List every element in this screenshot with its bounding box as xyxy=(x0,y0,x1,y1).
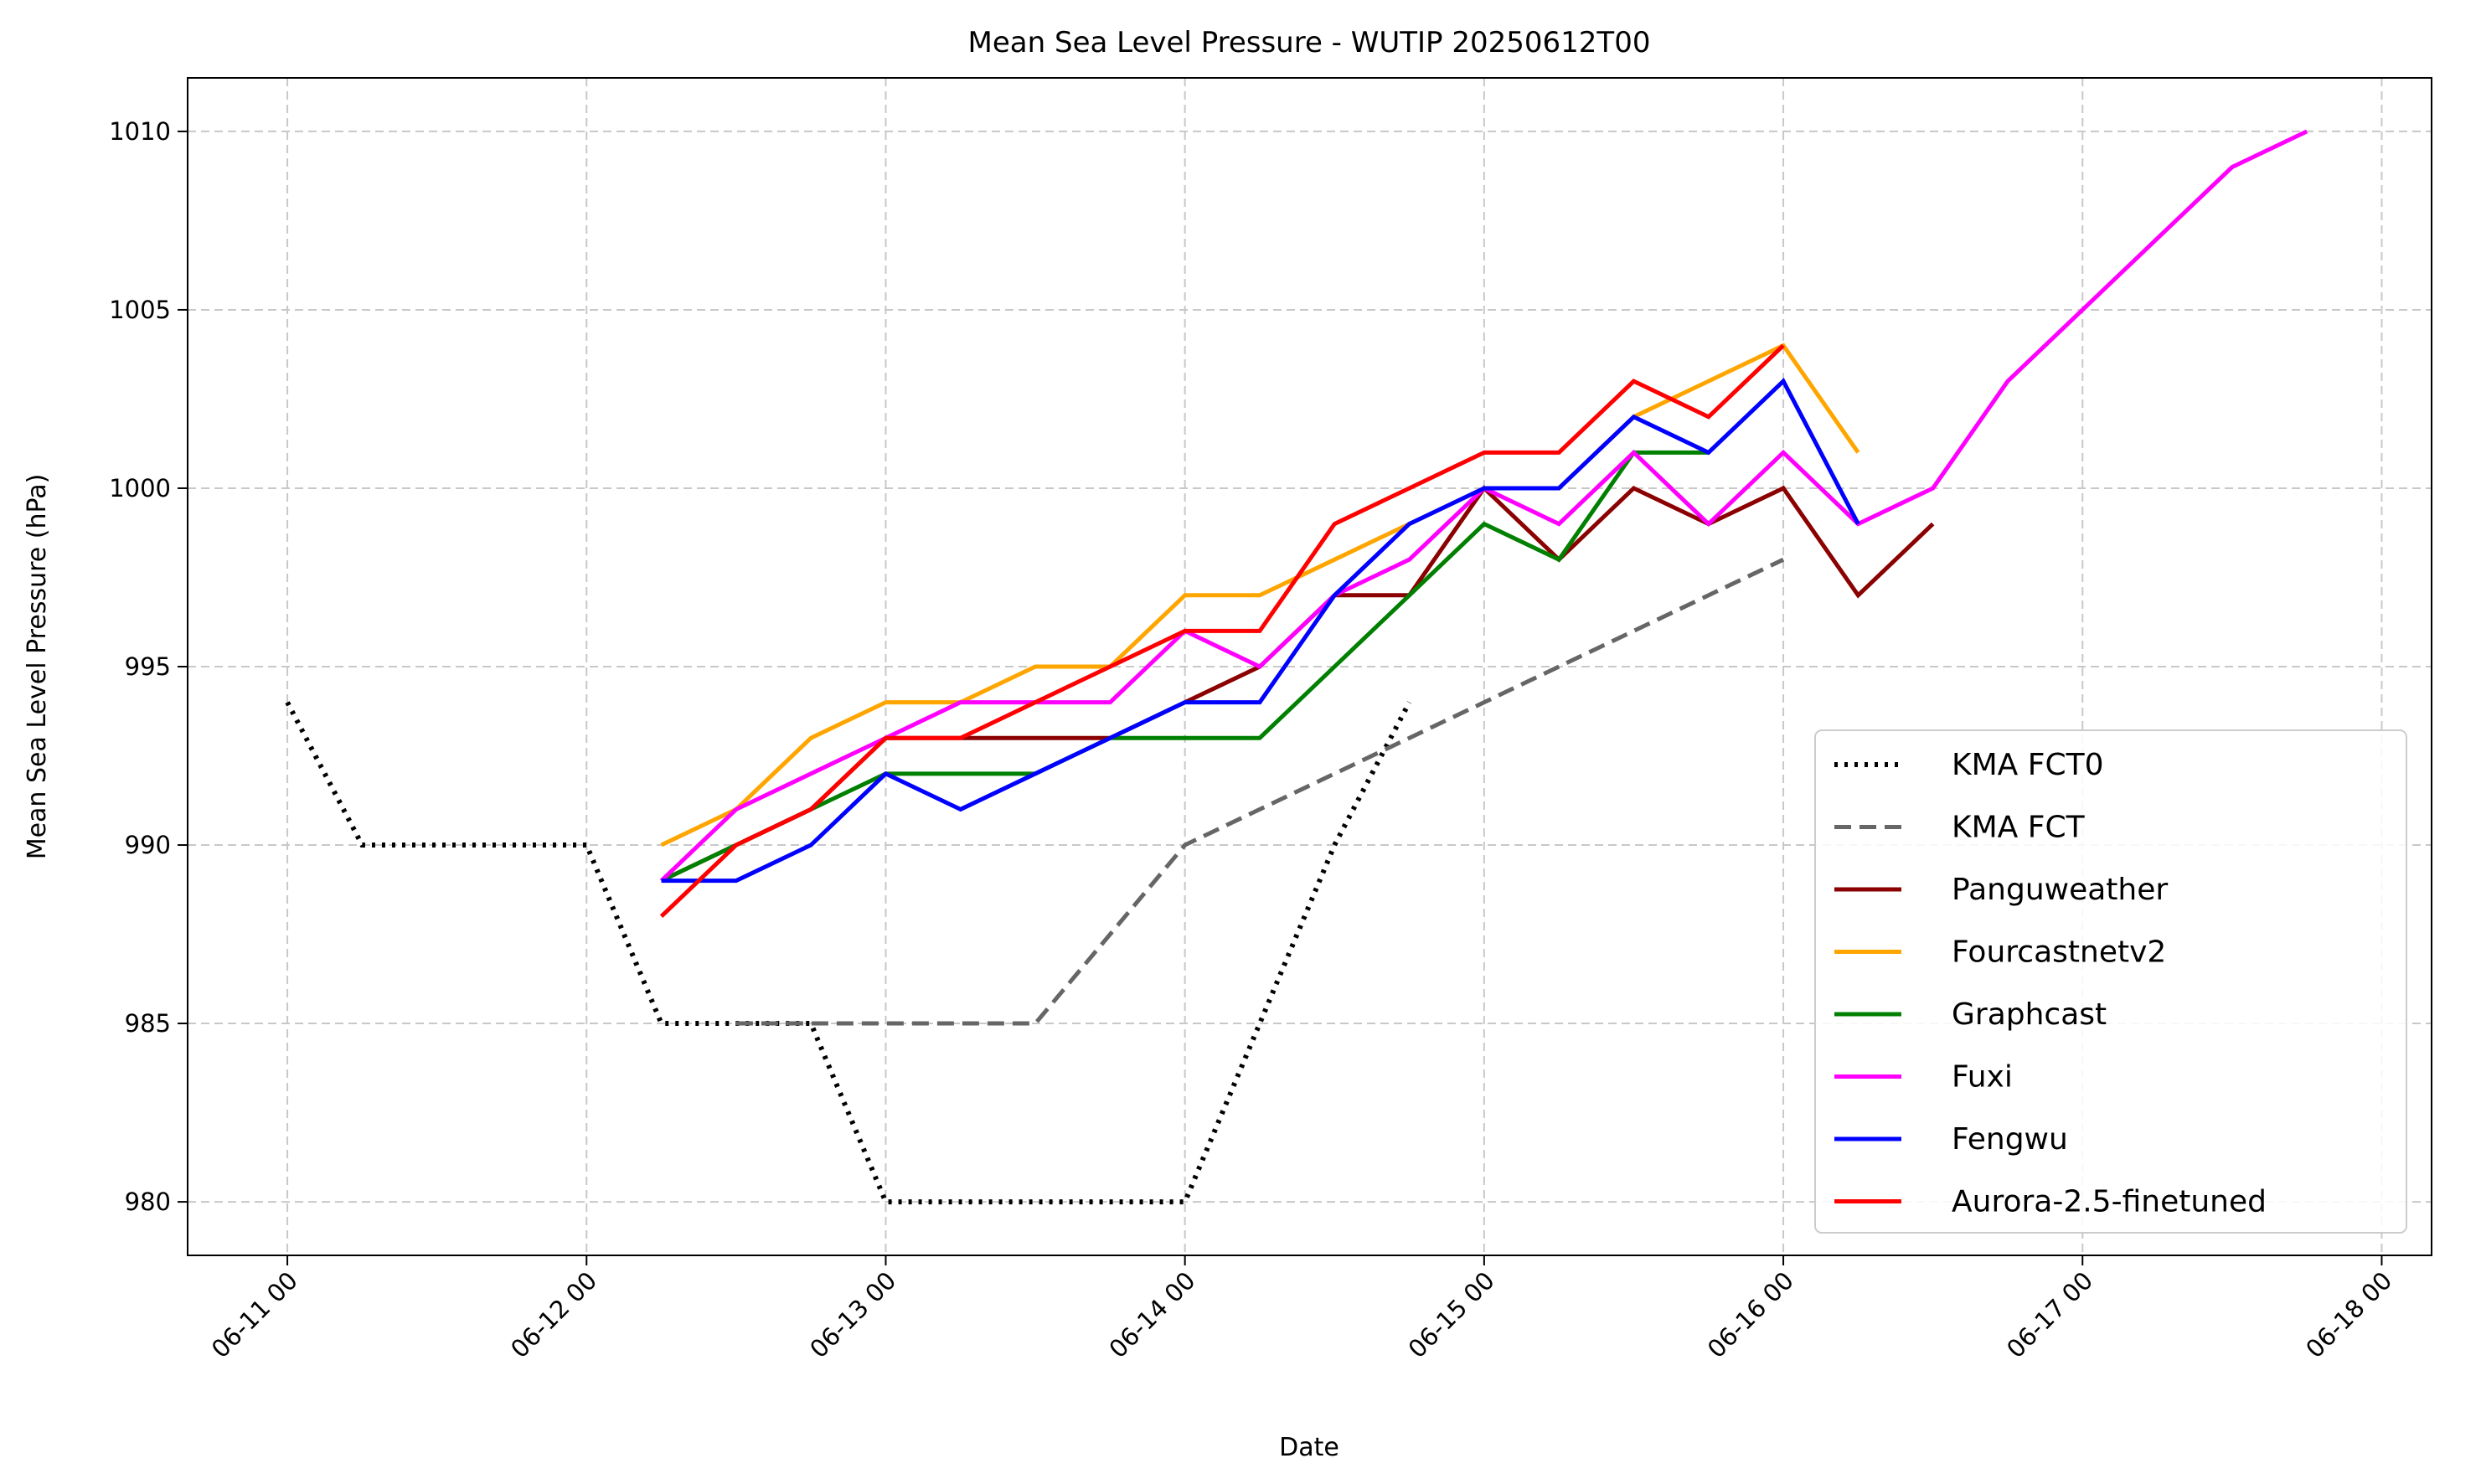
legend-label: Panguweather xyxy=(1952,873,2168,907)
x-tick-label: 06-14 00 xyxy=(1103,1266,1200,1363)
y-tick-label: 980 xyxy=(125,1188,171,1216)
series-line-panguweather xyxy=(660,485,1935,883)
legend-label: Fengwu xyxy=(1952,1122,2068,1157)
x-tick-label: 06-13 00 xyxy=(804,1266,901,1363)
y-tick-label: 985 xyxy=(125,1009,171,1038)
legend-label: KMA FCT0 xyxy=(1952,748,2103,782)
chart-title: Mean Sea Level Pressure - WUTIP 20250612… xyxy=(968,26,1651,59)
legend-label: KMA FCT xyxy=(1952,811,2086,845)
series-line-fourcastnetv2 xyxy=(660,343,1860,848)
x-axis-label: Date xyxy=(1279,1433,1339,1462)
series-line-kma-fct xyxy=(735,557,1785,1026)
x-tick-label: 06-16 00 xyxy=(1702,1266,1799,1363)
x-tick-label: 06-18 00 xyxy=(2300,1266,2397,1363)
legend-label: Fuxi xyxy=(1952,1060,2013,1095)
y-tick-label: 990 xyxy=(125,831,171,859)
y-axis-ticks: 980 985 990 995 1000 1005 1010 xyxy=(109,117,188,1216)
y-tick-label: 1005 xyxy=(109,296,171,324)
y-tick-label: 1010 xyxy=(109,117,171,146)
series-line-aurora-2-5-finetuned xyxy=(659,343,1785,919)
legend-frame xyxy=(1814,729,2407,1234)
series-line-fengwu xyxy=(661,378,1860,884)
legend-label: Fourcastnetv2 xyxy=(1952,935,2166,970)
y-tick-label: 1000 xyxy=(109,474,171,502)
legend-label: Aurora-2.5-finetuned xyxy=(1952,1185,2267,1219)
x-axis-ticks: 06-11 00 06-12 00 06-13 00 06-14 00 06-15 00… xyxy=(206,1255,2397,1363)
x-tick-label: 06-12 00 xyxy=(505,1266,602,1363)
x-tick-label: 06-17 00 xyxy=(2001,1266,2098,1363)
series-lines xyxy=(285,129,2308,1205)
y-axis-label: Mean Sea Level Pressure (hPa) xyxy=(23,474,52,860)
y-tick-label: 995 xyxy=(125,652,171,681)
series-line-graphcast xyxy=(660,450,1709,883)
legend: KMA FCT0 KMA FCT Panguweather Fourcastnetv2… xyxy=(1814,729,2407,1234)
legend-label: Graphcast xyxy=(1952,997,2107,1032)
series-line-kma-fct0 xyxy=(285,701,1412,1205)
x-tick-label: 06-11 00 xyxy=(206,1266,303,1363)
x-tick-label: 06-15 00 xyxy=(1403,1266,1500,1363)
